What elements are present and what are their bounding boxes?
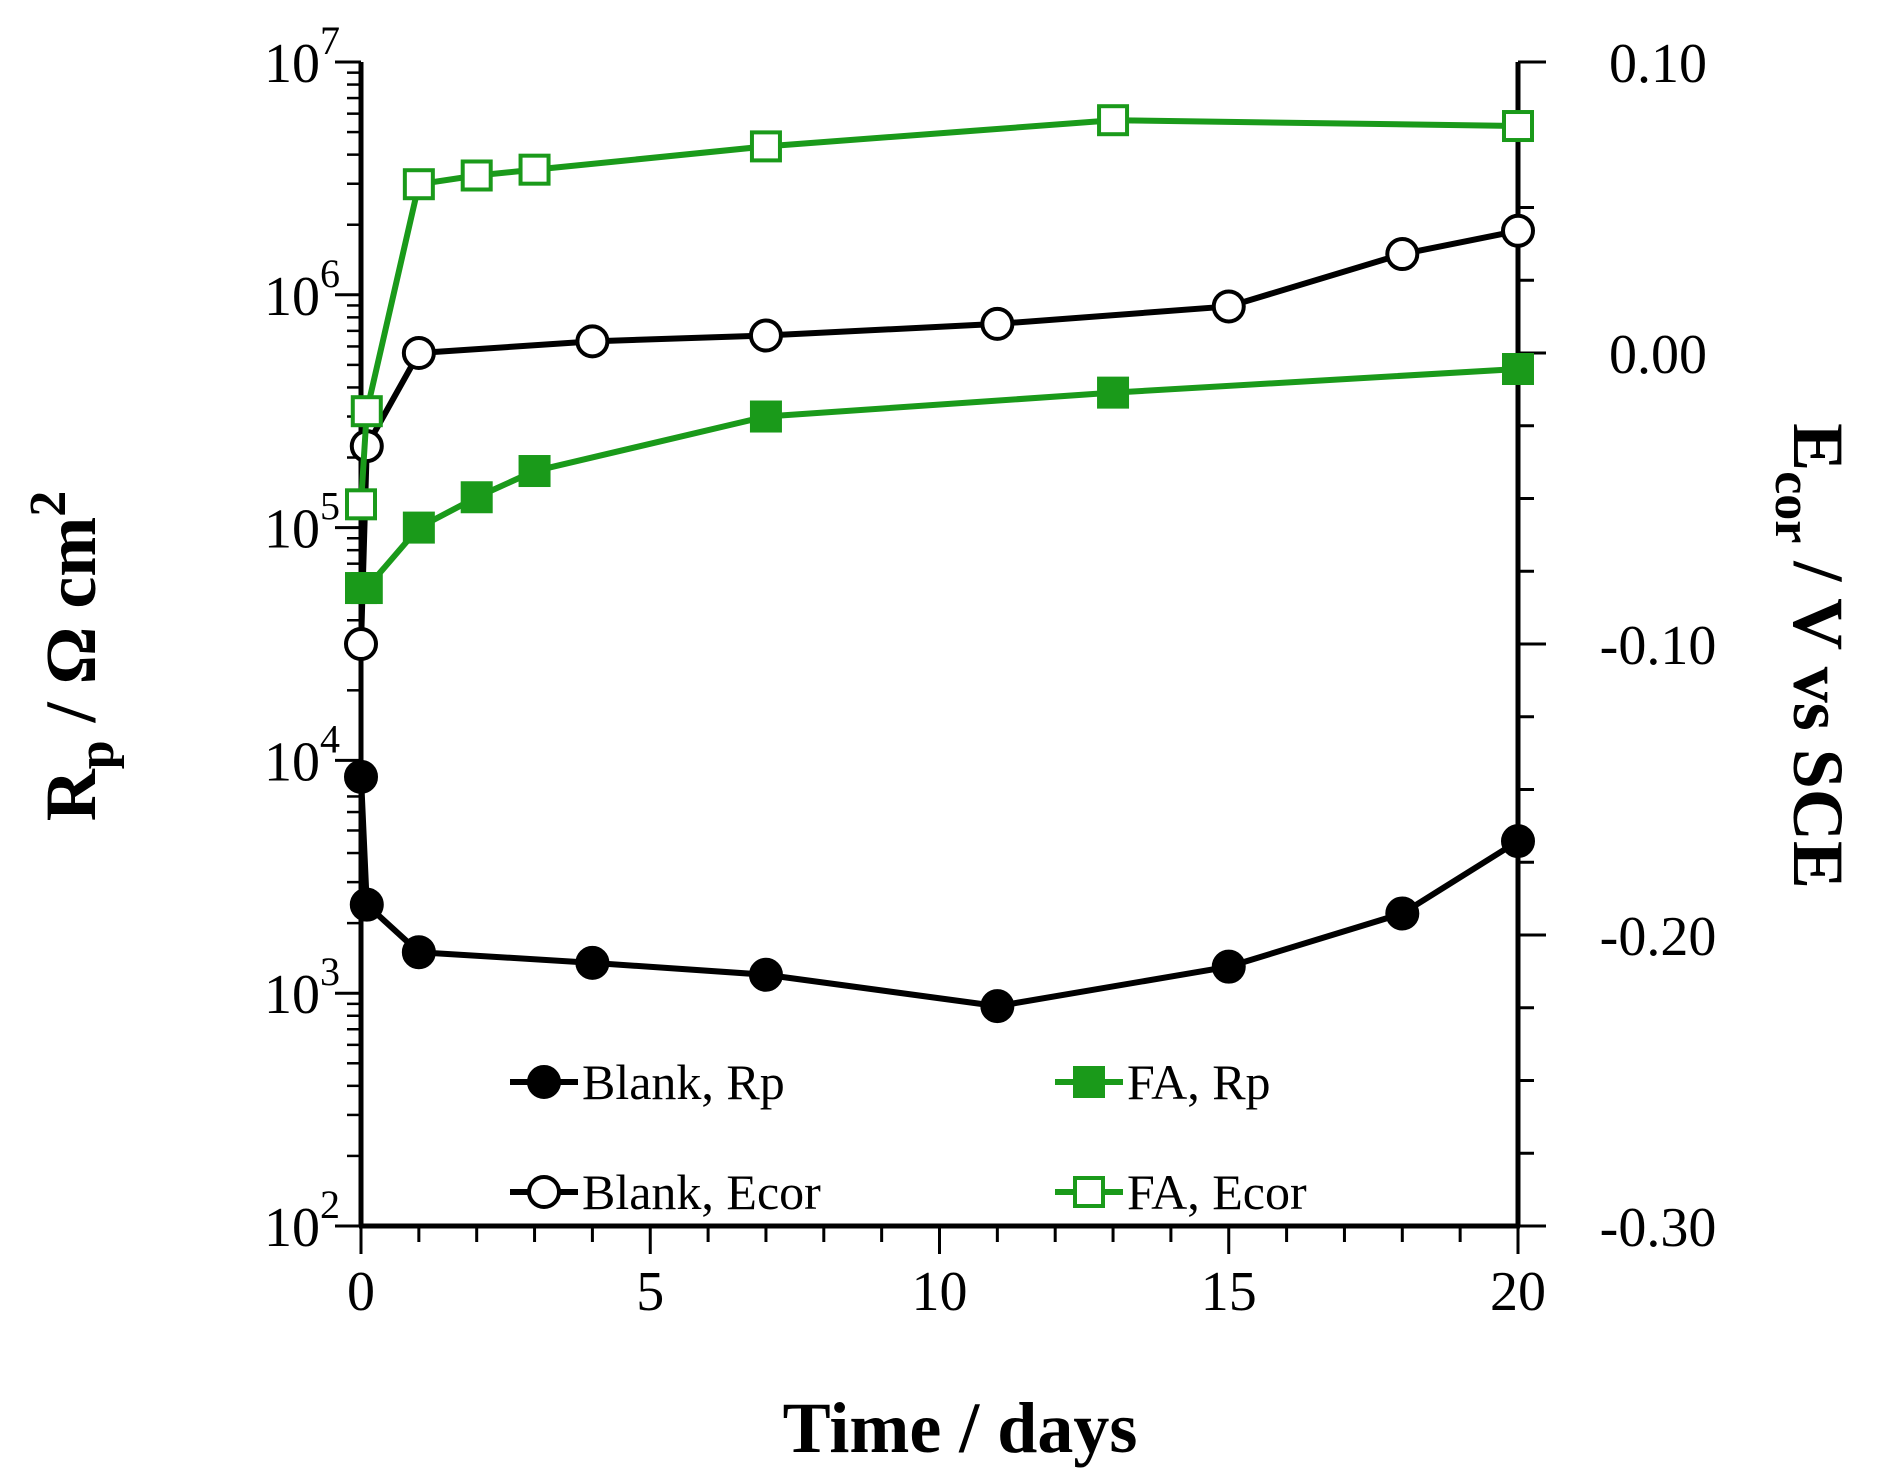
series-layer (344, 104, 1535, 1024)
data-point (748, 318, 783, 353)
legend-item: FA, Rp (1055, 1054, 1271, 1110)
x-tick-label: 0 (347, 1261, 375, 1323)
x-tick-label: 20 (1490, 1261, 1546, 1323)
legend-marker (1073, 1176, 1105, 1208)
data-point (1501, 213, 1535, 248)
data-point (460, 481, 493, 514)
data-point (1501, 824, 1535, 859)
data-point (1211, 289, 1246, 324)
data-point (344, 627, 378, 661)
series-fa-rp (345, 353, 1534, 605)
x-tick-label: 15 (1201, 1261, 1257, 1323)
data-point (402, 511, 435, 544)
legend-item: FA, Ecor (1055, 1164, 1307, 1220)
y-left-tick-label: 105 (264, 484, 340, 561)
legend: Blank, Rp FA, Rp Blank, Ecor FA, Ecor (510, 1054, 1307, 1220)
data-point (349, 887, 384, 922)
data-point (749, 400, 782, 433)
axes: 0 5 10 15 20 102 103 104 105 106 107 0.10 0.00 -0.10 -… (264, 18, 1716, 1323)
y-left-tick-label: 103 (264, 949, 340, 1026)
legend-label: Blank, Rp (582, 1054, 785, 1110)
data-point (749, 130, 782, 163)
y-right-tick-label: -0.10 (1600, 615, 1717, 677)
y-left-axis-title: Rp / Ω cm2 (20, 491, 125, 822)
x-tick-label: 10 (912, 1261, 968, 1323)
x-tick-label: 5 (636, 1261, 664, 1323)
data-point (575, 324, 610, 359)
legend-label: FA, Ecor (1127, 1164, 1307, 1220)
data-point (748, 957, 783, 992)
x-axis-title: Time / days (783, 1388, 1138, 1468)
data-point (1502, 353, 1534, 386)
y-left-title-sub: p (68, 740, 125, 769)
data-point (345, 488, 377, 521)
series-line (358, 117, 1519, 505)
y-right-tick-label: 0.00 (1609, 324, 1707, 386)
legend-marker (527, 1175, 561, 1209)
series-blank-rp (344, 759, 1535, 1024)
legend-label: Blank, Ecor (582, 1164, 821, 1220)
data-point (350, 572, 383, 605)
y-left-tick-label: 107 (264, 18, 340, 95)
data-point (402, 168, 435, 201)
y-right-tick-label: 0.10 (1609, 33, 1707, 95)
data-point (1385, 896, 1420, 931)
y-right-title-sub: cor (1764, 471, 1821, 543)
y-left-title-rest: / Ω cm (31, 517, 111, 741)
data-point (1097, 104, 1130, 137)
data-point (518, 153, 551, 186)
data-point (350, 395, 383, 428)
y-left-tick-label: 102 (264, 1182, 340, 1259)
data-point (1502, 110, 1534, 143)
data-point (401, 935, 436, 970)
y-right-axis-title: Ecor / V vs SCE (1764, 423, 1858, 889)
data-point (460, 159, 493, 192)
y-right-title-main: E (1778, 423, 1858, 471)
y-left-tick-label: 106 (264, 251, 340, 328)
data-point (575, 945, 610, 980)
data-point (344, 759, 378, 794)
y-right-title-rest: / V vs SCE (1778, 543, 1858, 888)
y-left-title-main: R (31, 768, 111, 821)
legend-item: Blank, Ecor (510, 1164, 821, 1220)
legend-marker (527, 1065, 561, 1099)
data-point (1097, 376, 1130, 409)
legend-marker (1073, 1066, 1105, 1098)
series-fa-ecor (345, 104, 1534, 521)
data-point (1211, 949, 1246, 984)
y-right-tick-label: -0.20 (1600, 906, 1717, 968)
legend-label: FA, Rp (1127, 1054, 1271, 1110)
legend-item: Blank, Rp (510, 1054, 785, 1110)
y-left-title-sup: 2 (20, 491, 77, 517)
data-point (518, 455, 551, 488)
series-blank-ecor (344, 213, 1535, 661)
data-point (1385, 237, 1420, 272)
data-point (401, 336, 436, 370)
data-point (980, 989, 1015, 1024)
data-point (980, 306, 1015, 341)
y-left-tick-label: 104 (264, 716, 340, 793)
y-right-tick-label: -0.30 (1600, 1197, 1717, 1259)
